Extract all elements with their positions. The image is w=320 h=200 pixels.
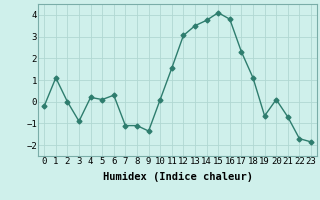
X-axis label: Humidex (Indice chaleur): Humidex (Indice chaleur) (103, 172, 252, 182)
